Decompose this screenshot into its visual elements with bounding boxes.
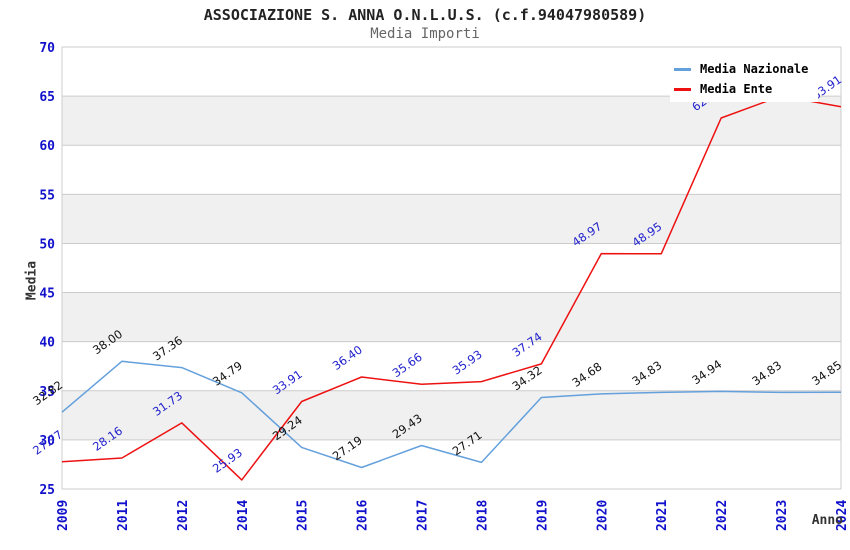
x-tick-label: 2022 — [715, 500, 730, 531]
y-tick-label: 30 — [39, 434, 55, 449]
line-swatch-icon — [674, 67, 691, 71]
chart-legend: Media Nazionale Media Ente — [670, 57, 819, 102]
plot-band — [62, 96, 841, 146]
y-tick-label: 60 — [39, 139, 55, 154]
y-tick-label: 25 — [39, 483, 55, 498]
x-tick-label: 2021 — [655, 500, 670, 531]
x-tick-label: 2017 — [416, 500, 431, 531]
data-label: 34.83 — [629, 358, 664, 388]
data-label: 34.79 — [210, 358, 245, 388]
data-label: 34.68 — [570, 359, 605, 389]
y-tick-label: 65 — [39, 90, 55, 105]
x-tick-label: 2024 — [835, 500, 850, 531]
x-tick-label: 2016 — [356, 500, 371, 531]
data-label: 27.77 — [30, 427, 65, 457]
legend-label: Media Ente — [700, 82, 773, 96]
x-tick-label: 2011 — [116, 500, 131, 531]
y-tick-label: 45 — [39, 287, 55, 302]
legend-item-media-nazionale: Media Nazionale — [674, 62, 808, 76]
data-label: 34.85 — [809, 358, 844, 388]
y-tick-label: 50 — [39, 237, 55, 252]
legend-item-media-ente: Media Ente — [674, 82, 808, 96]
y-tick-label: 35 — [39, 385, 55, 400]
x-tick-label: 2023 — [775, 500, 790, 531]
x-tick-label: 2012 — [176, 500, 191, 531]
legend-label: Media Nazionale — [700, 62, 809, 76]
line-swatch-icon — [674, 87, 691, 91]
y-tick-label: 55 — [39, 188, 55, 203]
data-label: 25.93 — [210, 445, 245, 475]
x-tick-label: 2019 — [535, 500, 550, 531]
plot-band — [62, 194, 841, 244]
chart-title: ASSOCIAZIONE S. ANNA O.N.L.U.S. (c.f.940… — [203, 6, 647, 24]
data-label: 32.82 — [30, 378, 65, 408]
data-label: 35.66 — [390, 350, 425, 380]
plot-border — [61, 46, 842, 490]
plot-band — [62, 292, 841, 342]
series-line-media-ente — [61, 95, 842, 481]
data-label: 35.93 — [450, 347, 485, 377]
data-label: 34.83 — [749, 358, 784, 388]
y-tick-label: 40 — [39, 336, 55, 351]
chart-subtitle: Media Importi — [370, 26, 480, 42]
x-tick-label: 2014 — [236, 500, 251, 531]
data-label: 34.94 — [689, 357, 724, 387]
series-line-media-nazionale — [61, 360, 842, 469]
y-tick-label: 70 — [39, 41, 55, 56]
data-label: 36.40 — [330, 343, 365, 373]
x-tick-label: 2009 — [56, 500, 71, 531]
y-axis-title: Media — [24, 260, 40, 301]
x-tick-label: 2015 — [296, 500, 311, 531]
x-tick-label: 2020 — [595, 500, 610, 531]
x-axis-title: Anno — [811, 513, 843, 528]
x-tick-label: 2018 — [475, 500, 490, 531]
